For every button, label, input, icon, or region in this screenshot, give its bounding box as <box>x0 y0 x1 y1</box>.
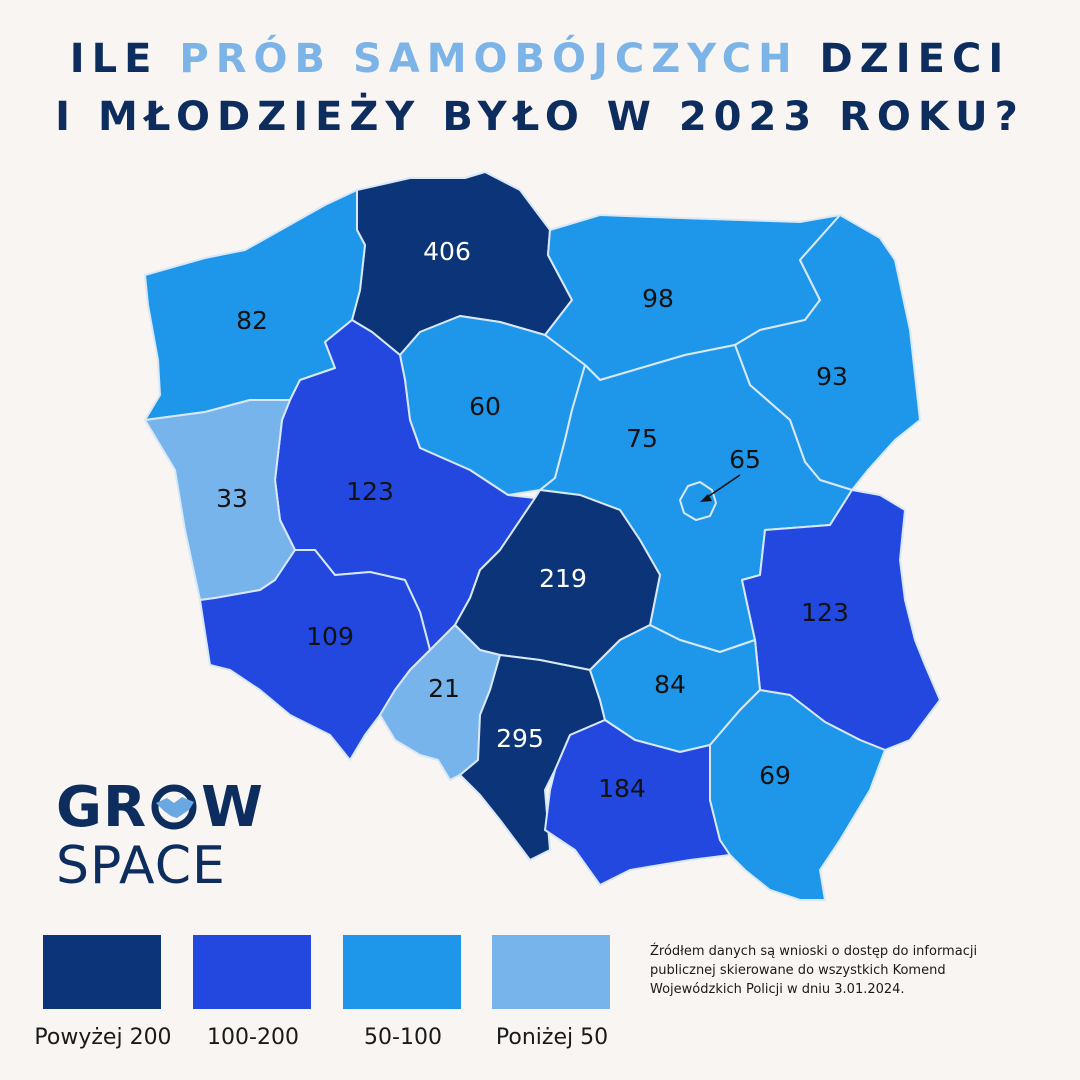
value-warszawa: 65 <box>729 445 761 474</box>
value-lodzkie: 219 <box>539 564 587 593</box>
logo-grow-end: W <box>201 775 264 840</box>
logo-grow: GR W <box>56 778 296 838</box>
logo-space: SPACE <box>56 836 226 896</box>
value-podkarpackie: 69 <box>759 761 791 790</box>
value-kujawsko-pomorskie: 60 <box>469 392 501 421</box>
legend-swatch-below-50 <box>492 935 610 1009</box>
legend-label-100-200: 100-200 <box>207 1025 299 1050</box>
value-dolnoslaskie: 109 <box>306 622 354 651</box>
legend-swatch-100-200 <box>193 935 311 1009</box>
value-podlaskie: 93 <box>816 362 848 391</box>
warsaw-outline[interactable] <box>678 480 718 522</box>
warsaw-arrow-head <box>700 494 712 502</box>
legend-label-above-200: Powyżej 200 <box>34 1025 172 1050</box>
region-malopolskie[interactable] <box>544 719 731 886</box>
title-line-2: I MŁODZIEŻY BYŁO W 2023 ROKU? <box>55 94 1025 140</box>
logo-grow-text: GR <box>56 775 148 840</box>
value-mazowieckie: 75 <box>626 424 658 453</box>
value-malopolskie: 184 <box>598 774 646 803</box>
title-accent: PRÓB SAMOBÓJCZYCH <box>179 36 799 82</box>
value-lubelskie: 123 <box>801 598 849 627</box>
title-pre: ILE <box>69 36 180 82</box>
legend-swatch-50-100 <box>343 935 461 1009</box>
value-slaskie: 295 <box>496 724 544 753</box>
legend-label-50-100: 50-100 <box>364 1025 442 1050</box>
value-pomorskie: 406 <box>423 237 471 266</box>
region-opolskie[interactable] <box>379 624 501 781</box>
warsaw-arrow <box>705 474 741 499</box>
value-zachodniopomorskie: 82 <box>236 306 268 335</box>
legend-swatch-above-200 <box>43 935 161 1009</box>
title-line-1: ILE PRÓB SAMOBÓJCZYCH DZIECI <box>0 30 1080 88</box>
region-podkarpackie[interactable] <box>709 689 886 901</box>
legend-label-below-50: Poniżej 50 <box>495 1025 609 1050</box>
value-swietokrzyskie: 84 <box>654 670 686 699</box>
value-wielkopolskie: 123 <box>346 477 394 506</box>
growspace-logo: GR W SPACE <box>56 778 296 896</box>
value-lubuskie: 33 <box>216 484 248 513</box>
source-note: Źródłem danych są wnioski o dostęp do in… <box>650 944 978 997</box>
page-title: ILE PRÓB SAMOBÓJCZYCH DZIECI I MŁODZIEŻY… <box>0 30 1080 146</box>
handshake-icon <box>151 784 197 830</box>
title-post: DZIECI <box>798 36 1011 82</box>
value-warminsko-mazurskie: 98 <box>642 284 674 313</box>
value-opolskie: 21 <box>428 674 460 703</box>
